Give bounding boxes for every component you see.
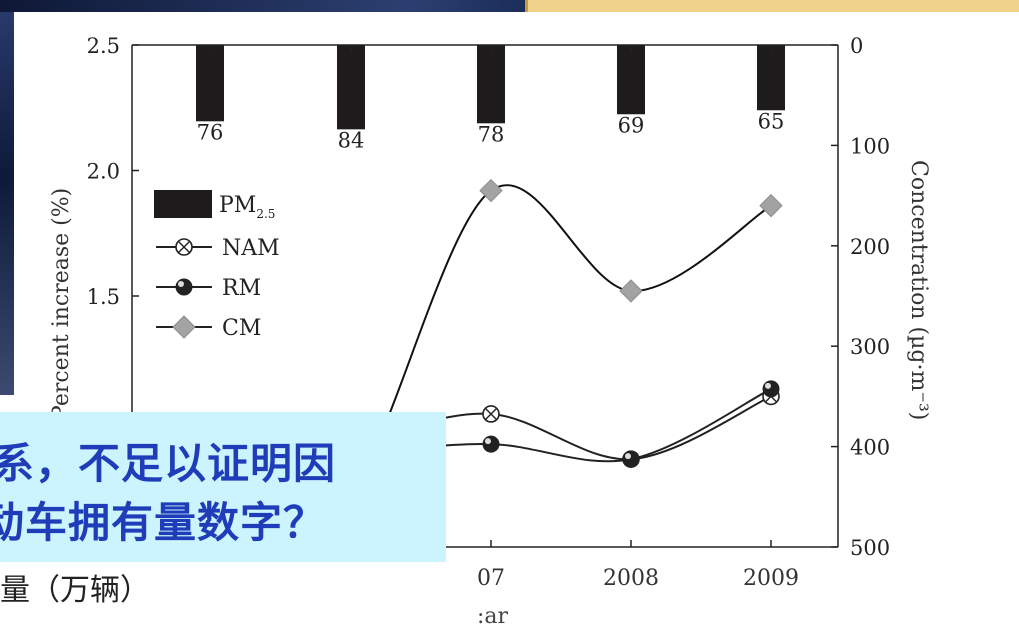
- point-cm-2007: [479, 178, 503, 203]
- x-tick-label-2009: 2009: [743, 566, 799, 591]
- point-rm-2008-body: [622, 450, 640, 468]
- legend-marker-cm: [172, 315, 196, 339]
- y-right-tick-label-100: 100: [850, 134, 890, 158]
- y-right-tick-label-200: 200: [850, 235, 890, 259]
- bar-2007: [477, 45, 505, 124]
- annotation-line-1: 系，不足以证明因: [0, 439, 337, 488]
- background-right-strip: [525, 0, 1019, 12]
- bar-2009: [757, 45, 785, 111]
- bar-2005: [196, 45, 224, 122]
- point-rm-2009: [762, 380, 780, 398]
- y-right-tick-label-400: 400: [850, 436, 890, 460]
- y-tick-label-2.5: 2.5: [87, 34, 120, 58]
- legend-label-rm: RM: [222, 276, 261, 301]
- y-tick-label-1.5: 1.5: [87, 285, 120, 309]
- y-right-axis-label: Concentration (µg·m⁻³): [906, 160, 931, 420]
- legend-marker-nam: [175, 238, 193, 256]
- bar-label-2008: 69: [618, 113, 645, 137]
- y-axis-label: Percent increase (%): [49, 188, 74, 420]
- legend-marker-rm-body: [175, 278, 193, 296]
- bar-label-2009: 65: [758, 109, 785, 133]
- point-rm-2009-body: [762, 380, 780, 398]
- point-rm-2008-shine: [625, 453, 631, 460]
- bar-label-2006: 84: [338, 128, 365, 152]
- y-right-tick-label-0: 0: [850, 34, 863, 58]
- point-nam-2007-cross-b: [485, 407, 497, 420]
- y-right-tick-label-500: 500: [850, 536, 890, 560]
- y-right-tick-label-300: 300: [850, 335, 890, 359]
- legend-marker-nam-cross-b: [178, 241, 190, 253]
- legend-label-cm: CM: [222, 316, 261, 341]
- x-axis-label-partial: :ar: [477, 604, 509, 629]
- point-rm-2007-body: [482, 435, 500, 453]
- x-tick-label-2008: 2008: [603, 566, 659, 591]
- legend-swatch-pm25: [154, 190, 212, 218]
- annotation-box: 系，不足以证明因 动车拥有量数字？: [0, 412, 446, 562]
- point-rm-2007: [482, 435, 500, 453]
- point-rm-2008: [622, 450, 640, 468]
- y-tick-label-2.0: 2.0: [87, 160, 120, 184]
- point-rm-2007-shine: [485, 438, 491, 445]
- point-cm-2008: [619, 279, 643, 303]
- bar-label-2007: 78: [478, 122, 505, 146]
- bar-2008: [617, 45, 645, 115]
- annotation-line-2: 动车拥有量数字？: [0, 498, 327, 547]
- legend-marker-rm: [175, 278, 193, 296]
- bar-2006: [337, 45, 365, 130]
- legend-label-nam: NAM: [222, 236, 280, 261]
- point-nam-2007: [482, 405, 500, 423]
- legend-marker-rm-shine: [178, 281, 184, 287]
- x-tick-label-07: 07: [477, 566, 505, 591]
- legend-label-pm25-subscript: 2.5: [256, 207, 275, 221]
- bottom-caption: 量（万辆）: [0, 573, 150, 608]
- point-cm-2009: [759, 193, 783, 218]
- point-rm-2009-shine: [765, 382, 771, 389]
- bar-label-2005: 76: [197, 120, 224, 144]
